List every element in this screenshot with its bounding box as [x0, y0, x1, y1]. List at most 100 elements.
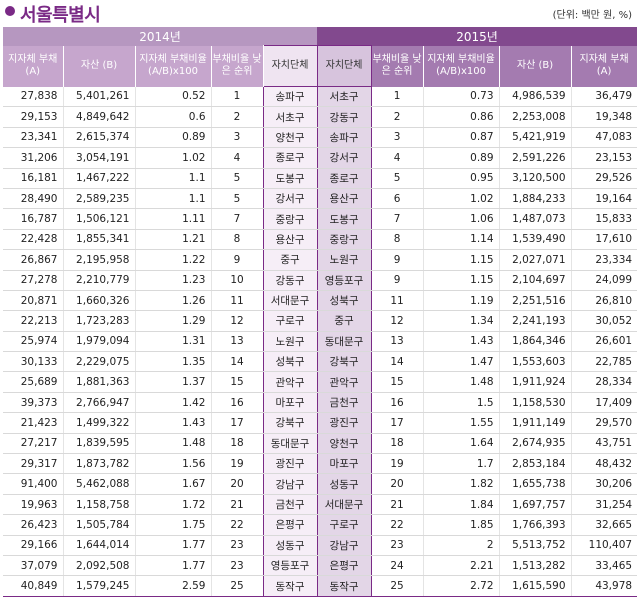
table-row: 29,317 1,873,782 1.56 19 광진구 마포구 19 1.7 2,853,18…: [3, 453, 638, 475]
table-row: 27,278 2,210,779 1.23 10 강동구 영등포구 9 1.15 2,104,6…: [3, 270, 638, 291]
debt-2014-cell: 20,871: [3, 290, 64, 312]
col-rank-2015: 부채비율 낮은 순위: [371, 45, 424, 87]
debt-2014-cell: 27,217: [3, 433, 64, 455]
table-row: 23,341 2,615,374 0.89 3 양천구 송파구 3 0.87 5,421,919…: [3, 127, 638, 149]
rank-2015-cell: 11: [371, 290, 424, 312]
rank-2015-cell: 4: [371, 147, 424, 169]
rank-2014-cell: 23: [211, 555, 263, 577]
assets-2015-cell: 5,421,919: [499, 127, 572, 149]
col-local-2015: 자치단체: [316, 45, 372, 87]
ratio-2015-cell: 2: [423, 535, 500, 556]
local-2014-cell: 은평구: [262, 514, 318, 536]
local-2014-cell: 송파구: [262, 86, 318, 108]
debt-2014-cell: 29,166: [3, 535, 64, 556]
local-2015-cell: 노원구: [316, 249, 372, 271]
ratio-2015-cell: 2.21: [423, 555, 500, 577]
local-2015-cell: 강동구: [316, 106, 372, 128]
ratio-2014-cell: 1.77: [135, 535, 212, 556]
ratio-2015-cell: 1.06: [423, 208, 500, 230]
debt-2015-cell: 26,601: [571, 331, 638, 353]
rank-2014-cell: 13: [211, 331, 263, 353]
local-2015-cell: 금천구: [316, 392, 372, 414]
local-2015-cell: 양천구: [316, 433, 372, 455]
rank-2014-cell: 5: [211, 168, 263, 189]
table-row: 37,079 2,092,508 1.77 23 영등포구 은평구 24 2.21 1,513,…: [3, 555, 638, 577]
col-ratio-2014: 지자체 부채비율 (A/B)x100: [135, 45, 212, 87]
title-row: 서울특별시 (단위: 백만 원, %): [0, 0, 640, 26]
ratio-2014-cell: 1.48: [135, 433, 212, 455]
local-2014-cell: 마포구: [262, 392, 318, 414]
rank-2015-cell: 18: [371, 433, 424, 455]
assets-2015-cell: 1,884,233: [499, 188, 572, 210]
debt-2014-cell: 29,317: [3, 453, 64, 475]
ratio-2014-cell: 1.31: [135, 331, 212, 353]
debt-2015-cell: 26,810: [571, 290, 638, 312]
assets-2015-cell: 5,513,752: [499, 535, 572, 556]
ratio-2015-cell: 0.95: [423, 168, 500, 189]
unit-note: (단위: 백만 원, %): [552, 10, 632, 21]
rank-2015-cell: 17: [371, 412, 424, 434]
debt-2015-cell: 48,432: [571, 453, 638, 475]
ratio-2015-cell: 1.15: [423, 249, 500, 271]
assets-2015-cell: 1,615,590: [499, 575, 572, 597]
bullet-icon: [5, 6, 15, 16]
assets-2015-cell: 2,253,008: [499, 106, 572, 128]
ratio-2014-cell: 1.42: [135, 392, 212, 414]
rank-2015-cell: 7: [371, 208, 424, 230]
ratio-2015-cell: 1.84: [423, 494, 500, 516]
table-row: 27,217 1,839,595 1.48 18 동대문구 양천구 18 1.64 2,674,…: [3, 433, 638, 455]
rank-2014-cell: 8: [211, 229, 263, 251]
debt-2014-cell: 27,278: [3, 270, 64, 291]
ratio-2015-cell: 1.47: [423, 351, 500, 373]
rank-2014-cell: 3: [211, 127, 263, 149]
local-2014-cell: 성동구: [262, 535, 318, 556]
debt-2014-cell: 19,963: [3, 494, 64, 516]
ratio-2014-cell: 1.11: [135, 208, 212, 230]
col-debt-2015: 지자체 부채 (A): [571, 45, 638, 87]
ratio-2014-cell: 0.6: [135, 106, 212, 128]
assets-2015-cell: 3,120,500: [499, 168, 572, 189]
rank-2015-cell: 9: [371, 249, 424, 271]
debt-2014-cell: 40,849: [3, 575, 64, 597]
rank-2015-cell: 12: [371, 310, 424, 332]
ratio-2015-cell: 1.34: [423, 310, 500, 332]
debt-2014-cell: 31,206: [3, 147, 64, 169]
ratio-2015-cell: 1.55: [423, 412, 500, 434]
table-row: 30,133 2,229,075 1.35 14 성북구 강북구 14 1.47 1,553,6…: [3, 351, 638, 373]
rank-2015-cell: 1: [371, 86, 424, 108]
col-assets-2015: 자산 (B): [499, 45, 572, 87]
assets-2014-cell: 2,210,779: [63, 270, 136, 291]
rank-2015-cell: 14: [371, 351, 424, 373]
assets-2015-cell: 2,241,193: [499, 310, 572, 332]
ratio-2015-cell: 1.48: [423, 371, 500, 393]
local-2015-cell: 구로구: [316, 514, 372, 536]
debt-2015-cell: 22,785: [571, 351, 638, 373]
local-2014-cell: 관악구: [262, 371, 318, 393]
ratio-2014-cell: 1.43: [135, 412, 212, 434]
debt-2015-cell: 19,348: [571, 106, 638, 128]
assets-2014-cell: 1,467,222: [63, 168, 136, 189]
ratio-2014-cell: 1.35: [135, 351, 212, 373]
local-2015-cell: 광진구: [316, 412, 372, 434]
assets-2014-cell: 1,873,782: [63, 453, 136, 475]
local-2014-cell: 영등포구: [262, 555, 318, 577]
rank-2014-cell: 14: [211, 351, 263, 373]
ratio-2015-cell: 1.15: [423, 270, 500, 291]
assets-2014-cell: 2,766,947: [63, 392, 136, 414]
rank-2014-cell: 2: [211, 106, 263, 128]
local-2014-cell: 구로구: [262, 310, 318, 332]
debt-ratio-table: 2014년 2015년 지자체 부채 (A) 자산 (B) 지자체 부채비율 (…: [3, 27, 638, 597]
rank-2015-cell: 21: [371, 494, 424, 516]
local-2014-cell: 강북구: [262, 412, 318, 434]
assets-2015-cell: 2,251,516: [499, 290, 572, 312]
assets-2014-cell: 1,506,121: [63, 208, 136, 230]
col-debt-2014: 지자체 부채 (A): [3, 45, 64, 87]
col-assets-2014: 자산 (B): [63, 45, 136, 87]
local-2015-cell: 서대문구: [316, 494, 372, 516]
ratio-2014-cell: 1.75: [135, 514, 212, 536]
ratio-2014-cell: 1.02: [135, 147, 212, 169]
ratio-2014-cell: 1.22: [135, 249, 212, 271]
debt-2015-cell: 33,465: [571, 555, 638, 577]
ratio-2015-cell: 1.02: [423, 188, 500, 210]
debt-2014-cell: 26,867: [3, 249, 64, 271]
